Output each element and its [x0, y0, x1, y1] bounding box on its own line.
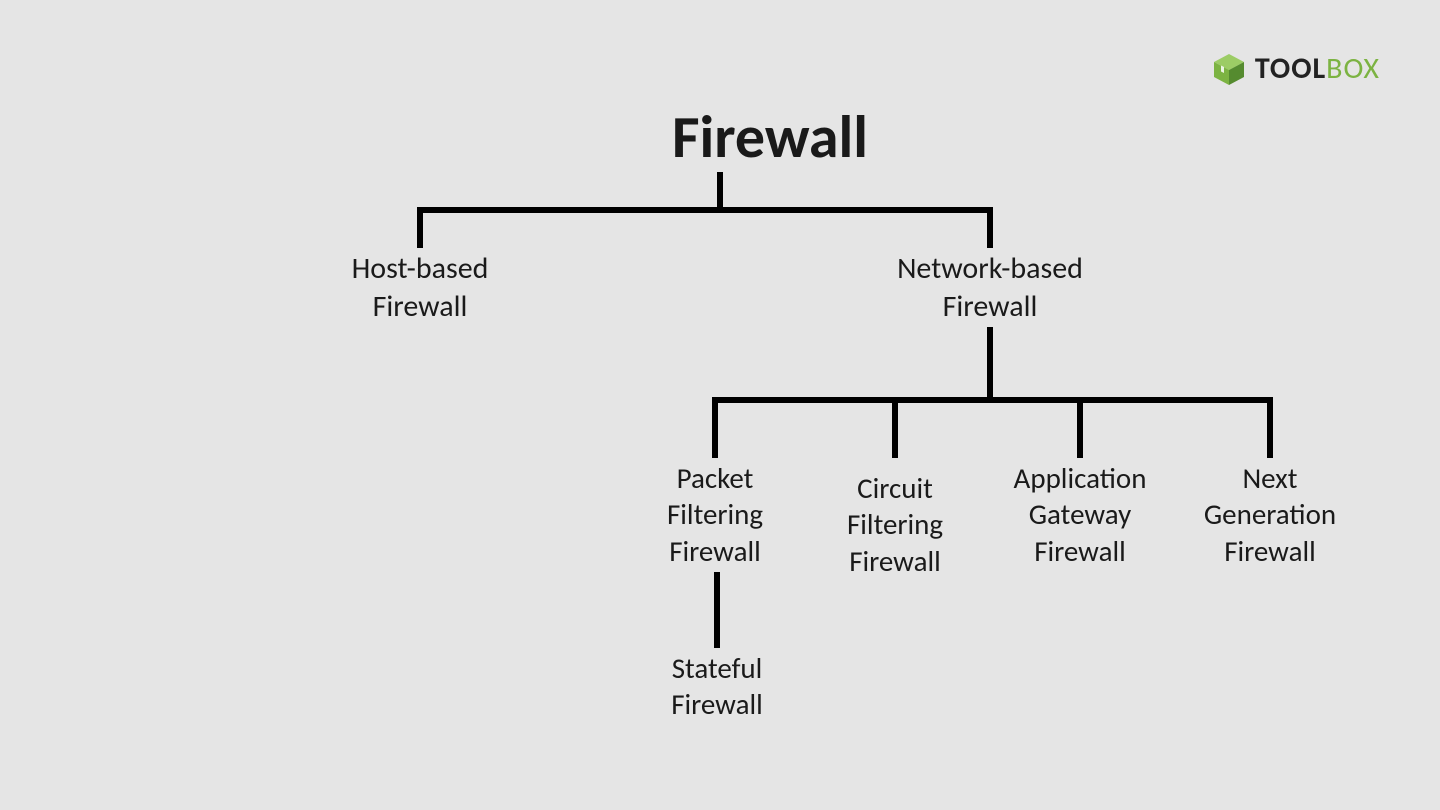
logo-text: TOOLBOX [1255, 50, 1380, 87]
node-circuit: CircuitFilteringFirewall [820, 470, 970, 579]
logo-text-bold: TOOL [1255, 50, 1326, 87]
node-packet: PacketFilteringFirewall [640, 460, 790, 569]
node-stateful: StatefulFirewall [647, 650, 787, 723]
node-nextgen: NextGenerationFirewall [1180, 460, 1360, 569]
node-root: Firewall [630, 100, 910, 175]
node-host: Host-basedFirewall [320, 250, 520, 325]
logo-text-light: BOX [1326, 50, 1380, 87]
toolbox-cube-icon [1211, 51, 1247, 87]
node-network: Network-basedFirewall [870, 250, 1110, 325]
node-appgw: ApplicationGatewayFirewall [990, 460, 1170, 569]
logo: TOOLBOX [1211, 50, 1380, 87]
